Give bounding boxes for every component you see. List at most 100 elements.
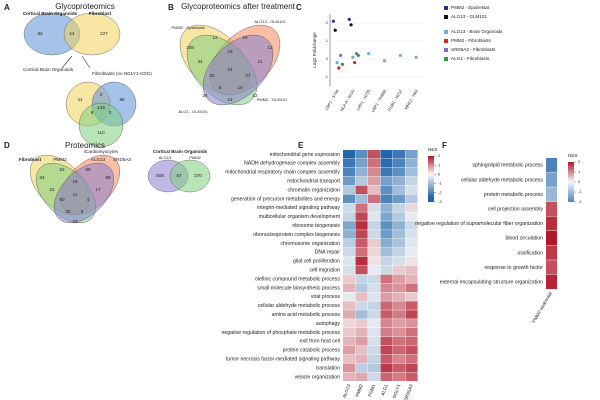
heatmap-cell [355,185,368,195]
venn-set [169,159,211,193]
term-label: mitochondrial gene expression [270,152,340,158]
venn-set [202,34,274,106]
heatmap-cell [368,150,381,159]
venn-count: 5 [219,85,222,90]
heatmap-cell [380,158,393,168]
venn-count: 67 [176,173,182,178]
heatmap-cell [393,336,406,346]
heatmap-cell [368,239,381,248]
legend-tick-label: 2 [578,159,581,164]
heatmap-cell [405,239,418,248]
term-label: amino acid metabolic process [272,312,341,318]
heatmap-cell [355,292,368,301]
label: iCardiomyocytes [84,149,119,154]
legend-tick-label: -1 [578,189,582,194]
heatmap-cell [343,247,356,257]
label: Glycoproteomics after treatment [181,2,296,11]
heatmap-cell [380,185,393,195]
heatmap-cell [343,310,356,319]
venn-count: 370 [194,173,202,178]
heatmap-cell [343,167,356,177]
term-label: external encapsulating structure organiz… [440,279,543,285]
label: A [4,3,10,12]
heatmap-cell [405,150,418,159]
label: SRD5A3 [113,157,131,162]
column-label: NGLY1 [392,383,402,399]
term-label: cell migration [309,268,340,274]
x-tick-label: LRP1 - S756 [324,88,340,111]
heatmap-cell [368,212,381,221]
venn-count: 8 [91,110,94,115]
term-label: ossification [517,250,543,256]
x-tick-label: HLA-A - N110 [339,88,356,112]
label: ALG13 [159,155,172,160]
heatmap-cell [368,194,381,203]
venn-count: 14 [69,31,75,36]
heatmap-cell [368,336,381,346]
heatmap-cell [355,212,368,221]
venn-count: 110 [97,130,105,135]
legend-swatch [444,48,448,52]
color-bar [568,162,574,202]
heatmap-cell [355,239,368,248]
term-label: cellular aldehyde metabolic process [461,177,544,183]
heatmap-cell [343,212,356,221]
heatmap-cell [393,372,406,381]
arrow [81,55,91,69]
venn-count: 3 [109,110,112,115]
label: Fibroblast [89,11,112,16]
heatmap-cell [355,328,368,337]
term-label: cell projection assembly [488,206,543,212]
legend-title: NES [568,153,577,158]
heatmap-cell [393,292,406,301]
legend-swatch [444,57,448,61]
legend-swatch [444,6,448,10]
y-tick-label: 0 [326,56,329,61]
heatmap-cell [355,345,368,355]
legend-tick-label: -2 [578,199,582,204]
term-label: response to growth factor [484,265,543,271]
term-label: olefinic compound metabolic process [255,276,340,282]
label: ALG13 - GLM101 [254,19,286,24]
venn-count: 144 [97,105,105,110]
term-label: integrin-mediated signaling pathway [257,205,340,211]
heatmap-cell [343,319,356,328]
heatmap-cell [393,345,406,355]
heatmap-cell [368,256,381,266]
term-label: blood circulation [506,236,544,242]
venn-count: 52 [59,167,65,172]
heatmap-cell [393,283,406,292]
heatmap-cell [368,345,381,355]
heatmap-cell [405,230,418,239]
legend-tick-label: 1 [438,162,441,167]
heatmap-cell [405,185,418,195]
point [335,61,339,65]
column-label: ALG1 [380,383,389,396]
heatmap-cell [343,336,356,346]
x-tick-label: LRP1 - N3869 [370,88,387,113]
venn-count: 30 [65,209,71,214]
label: D [4,141,10,150]
heatmap-cell [405,345,418,355]
x-tick-label: MRC2 - N63 [403,88,419,110]
heatmap-cell [405,167,418,177]
heatmap-cell [393,256,406,266]
point [337,66,341,70]
heatmap-cell [355,247,368,257]
label: Cortical Brain Organoids [23,11,78,16]
heatmap-cell [368,221,381,230]
label: PMM2 [189,155,201,160]
heatmap-cell [355,319,368,328]
heatmap-cell [355,265,368,275]
x-tick-label: ITGB1 - N212 [386,88,403,113]
heatmap-cell [380,230,393,239]
point [347,17,351,21]
venn-count: 12 [227,97,233,102]
legend-tick-label: -3 [438,199,442,204]
y-tick-label: 2 [326,20,329,25]
point [331,19,336,23]
heatmap-cell [343,221,356,230]
heatmap-cell [368,265,381,275]
heatmap-cell [405,194,418,203]
label: ALG13 [91,157,106,162]
